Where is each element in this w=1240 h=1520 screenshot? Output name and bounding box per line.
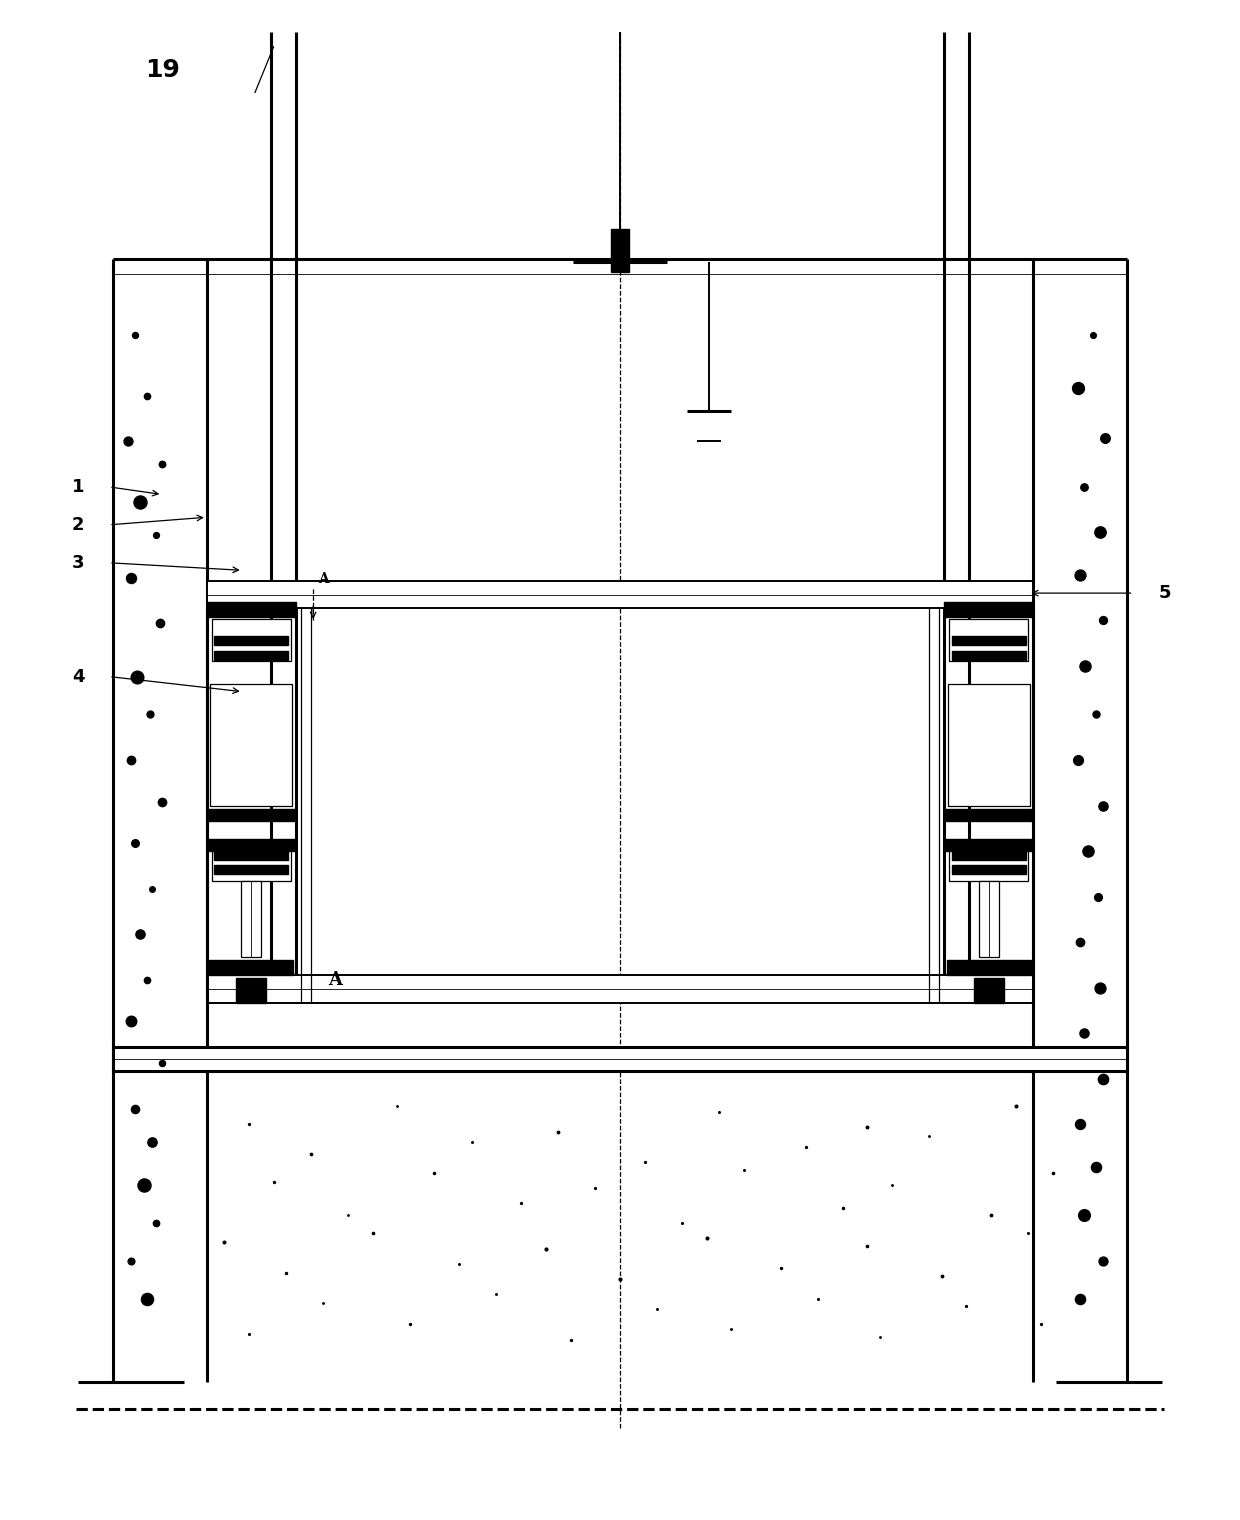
Bar [949,619,1028,661]
Bar [207,976,1033,1003]
Bar [212,844,291,882]
Bar [242,882,262,958]
Text: 1: 1 [72,477,84,496]
Text: 5: 5 [1158,584,1171,602]
Bar [237,979,267,1003]
Text: A: A [329,971,342,990]
Bar [946,961,1030,976]
Bar [207,809,296,821]
Bar [947,684,1029,806]
Text: A: A [317,572,329,585]
Bar [951,635,1025,644]
Bar [211,684,293,806]
Bar [212,619,291,661]
Text: 2: 2 [72,515,84,534]
Bar [207,602,296,617]
Bar [944,809,1033,821]
Bar [951,651,1025,660]
Bar [978,882,998,958]
Bar [215,651,289,660]
Bar [215,851,289,860]
Bar [944,839,1033,851]
Bar [215,865,289,874]
Bar [944,602,1033,617]
Bar [611,230,629,272]
Bar [210,961,294,976]
Bar [113,1047,1127,1072]
Bar [973,979,1003,1003]
Bar [949,844,1028,882]
Bar [207,839,296,851]
Text: 19: 19 [145,58,180,82]
Bar [207,581,1033,608]
Text: 4: 4 [72,667,84,686]
Text: 3: 3 [72,553,84,572]
Bar [951,865,1025,874]
Bar [215,635,289,644]
Bar [951,851,1025,860]
